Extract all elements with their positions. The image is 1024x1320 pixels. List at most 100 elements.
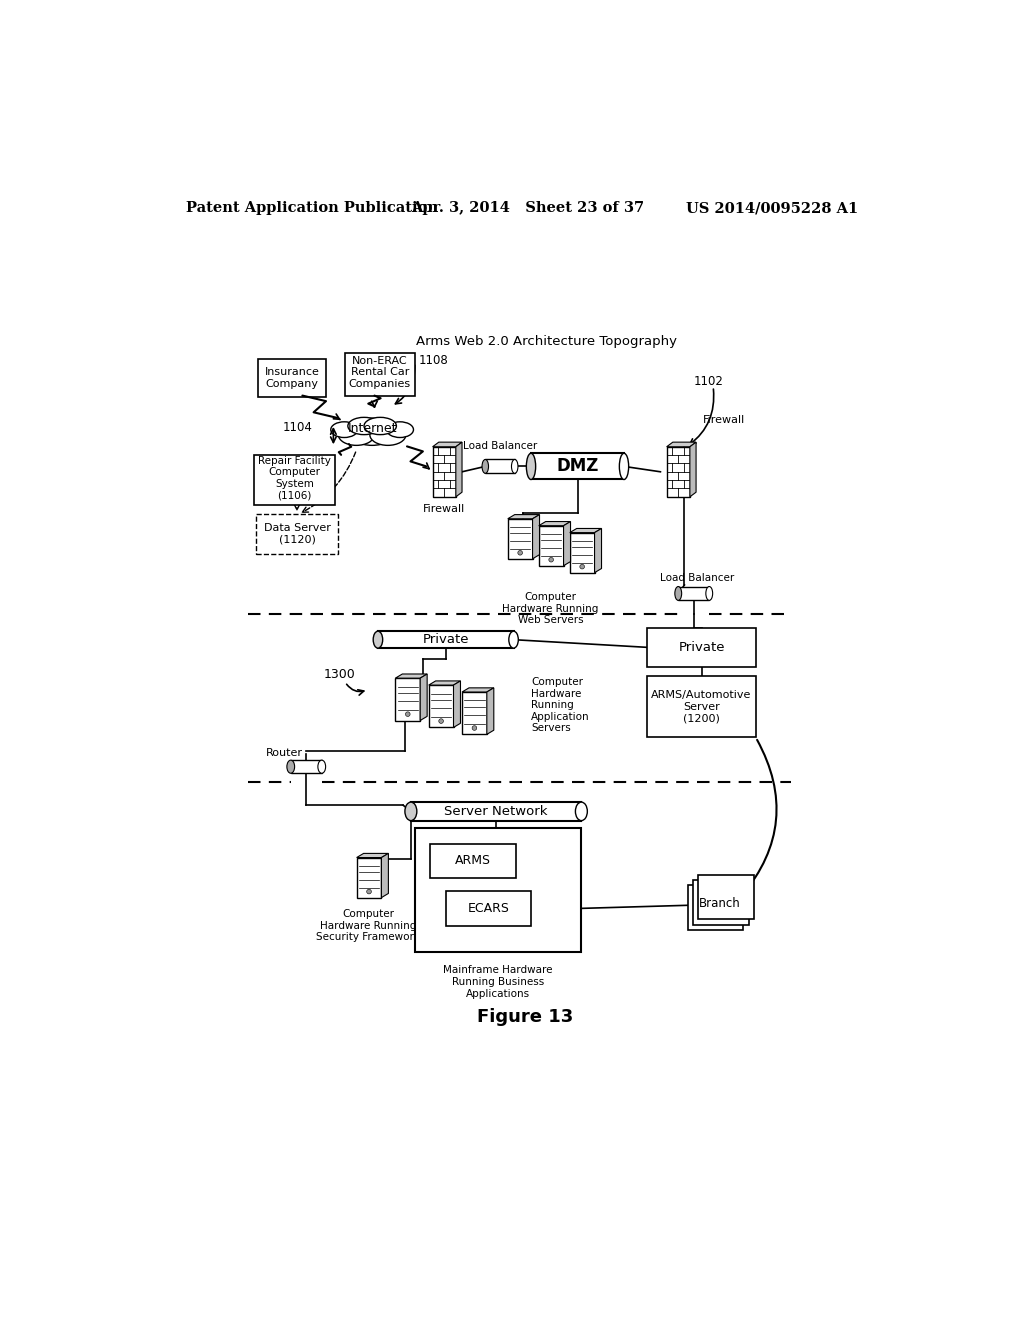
Text: Figure 13: Figure 13	[477, 1008, 572, 1026]
Polygon shape	[429, 681, 461, 685]
Bar	[378, 631, 514, 648]
Text: Private: Private	[423, 634, 469, 647]
Bar	[254, 455, 335, 506]
Bar	[678, 586, 710, 601]
Bar	[395, 678, 420, 721]
Text: Data Server
(1120): Data Server (1120)	[263, 523, 331, 545]
Text: Firewall: Firewall	[423, 504, 465, 513]
Ellipse shape	[348, 417, 380, 434]
Text: US 2014/0095228 A1: US 2014/0095228 A1	[686, 202, 858, 215]
Circle shape	[406, 711, 410, 717]
Circle shape	[580, 565, 585, 569]
Text: Repair Facility
Computer
System
(1106): Repair Facility Computer System (1106)	[258, 455, 331, 500]
Ellipse shape	[511, 459, 518, 474]
Polygon shape	[569, 528, 601, 533]
Text: ARMS: ARMS	[455, 854, 490, 867]
Ellipse shape	[482, 459, 488, 474]
Text: ECARS: ECARS	[467, 902, 509, 915]
Bar	[569, 533, 595, 573]
Ellipse shape	[526, 453, 536, 479]
Ellipse shape	[331, 422, 357, 437]
Bar	[698, 875, 755, 919]
Text: 1104: 1104	[283, 421, 313, 434]
Circle shape	[549, 557, 554, 562]
Text: Branch: Branch	[698, 898, 740, 911]
Text: Computer
Hardware Running
Security Framework: Computer Hardware Running Security Frame…	[316, 909, 420, 942]
Text: Arms Web 2.0 Architecture Topography: Arms Web 2.0 Architecture Topography	[416, 335, 677, 348]
Text: ARMS/Automotive
Server
(1200): ARMS/Automotive Server (1200)	[651, 690, 752, 723]
Ellipse shape	[675, 586, 682, 601]
Text: Patent Application Publication: Patent Application Publication	[186, 202, 438, 215]
Bar	[430, 843, 515, 878]
Text: Router: Router	[266, 748, 303, 758]
Bar	[531, 453, 624, 479]
Polygon shape	[420, 675, 427, 721]
Text: 1108: 1108	[419, 354, 449, 367]
Polygon shape	[539, 521, 570, 525]
Bar	[687, 886, 743, 929]
Ellipse shape	[373, 631, 383, 648]
Bar	[667, 446, 690, 496]
Bar	[291, 760, 322, 774]
Polygon shape	[356, 854, 388, 858]
Ellipse shape	[706, 586, 713, 601]
Polygon shape	[395, 675, 427, 678]
Bar	[647, 676, 756, 738]
Polygon shape	[563, 521, 570, 566]
Bar	[539, 525, 563, 566]
Ellipse shape	[509, 631, 518, 648]
Ellipse shape	[338, 425, 375, 445]
Polygon shape	[486, 688, 494, 734]
Ellipse shape	[349, 418, 395, 445]
Polygon shape	[456, 442, 462, 496]
Bar	[256, 515, 338, 554]
Polygon shape	[462, 688, 494, 692]
Bar	[647, 628, 756, 667]
Ellipse shape	[404, 803, 417, 821]
Ellipse shape	[365, 417, 396, 434]
Text: Load Balancer: Load Balancer	[463, 441, 538, 450]
Circle shape	[518, 550, 522, 556]
Text: Apr. 3, 2014   Sheet 23 of 37: Apr. 3, 2014 Sheet 23 of 37	[411, 202, 644, 215]
Text: Non-ERAC
Rental Car
Companies: Non-ERAC Rental Car Companies	[349, 356, 411, 389]
Text: Firewall: Firewall	[703, 416, 745, 425]
Text: Private: Private	[678, 640, 725, 653]
Ellipse shape	[575, 803, 588, 821]
Text: Server Network: Server Network	[444, 805, 548, 818]
Polygon shape	[595, 528, 601, 573]
Text: DMZ: DMZ	[556, 458, 599, 475]
Bar	[429, 685, 454, 727]
Polygon shape	[432, 442, 462, 446]
Text: 1300: 1300	[324, 668, 355, 681]
Bar	[356, 858, 381, 898]
Polygon shape	[532, 515, 540, 558]
Text: 32: 32	[527, 847, 542, 861]
Bar	[693, 880, 749, 924]
Ellipse shape	[287, 760, 295, 774]
Bar	[415, 829, 582, 952]
Text: 1102: 1102	[693, 375, 724, 388]
Text: Computer
Hardware
Running
Application
Servers: Computer Hardware Running Application Se…	[531, 677, 590, 734]
Ellipse shape	[386, 422, 414, 437]
Text: 38: 38	[430, 915, 445, 927]
Polygon shape	[454, 681, 461, 727]
Bar	[508, 519, 532, 558]
Bar	[462, 692, 486, 734]
Circle shape	[438, 719, 443, 723]
Text: Load Balancer: Load Balancer	[660, 573, 735, 583]
Text: Internet: Internet	[347, 422, 397, 436]
Bar	[411, 803, 582, 821]
Polygon shape	[508, 515, 540, 519]
Bar	[445, 891, 531, 927]
Ellipse shape	[370, 425, 406, 445]
Polygon shape	[690, 442, 696, 496]
Bar	[258, 359, 327, 397]
Polygon shape	[667, 442, 696, 446]
Ellipse shape	[620, 453, 629, 479]
Circle shape	[367, 890, 372, 894]
Polygon shape	[381, 854, 388, 898]
Bar	[345, 354, 415, 396]
Bar	[432, 446, 456, 496]
Text: Mainframe Hardware
Running Business
Applications: Mainframe Hardware Running Business Appl…	[443, 965, 553, 998]
Text: Insurance
Company: Insurance Company	[265, 367, 319, 388]
